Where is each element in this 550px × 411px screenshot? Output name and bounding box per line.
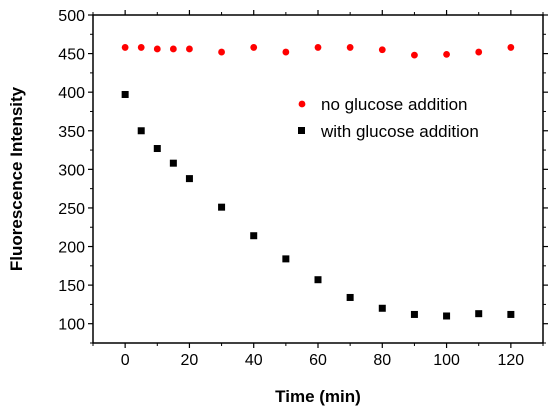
x-axis-title: Time (min)	[275, 387, 361, 406]
data-point	[410, 310, 418, 318]
data-point	[186, 45, 193, 53]
data-point	[475, 310, 483, 318]
data-point	[153, 145, 161, 153]
x-tick-label: 0	[121, 352, 130, 369]
y-tick-label: 350	[58, 124, 85, 141]
y-tick-label: 400	[58, 85, 85, 102]
data-point	[378, 304, 386, 312]
data-point	[443, 312, 451, 320]
data-point	[314, 44, 322, 51]
y-tick-label: 500	[58, 8, 85, 25]
x-tick-label: 40	[245, 352, 263, 369]
y-tick-label: 300	[58, 162, 85, 179]
data-point	[346, 44, 354, 51]
data-point	[250, 232, 258, 240]
data-point	[282, 48, 290, 56]
x-tick-label: 80	[373, 352, 391, 369]
y-axis-title: Fluorescence Intensity	[7, 86, 26, 271]
data-point	[121, 44, 129, 51]
axes: 0 20 40 60 80 100 120 100 150 200 250 300 350 400 450 5…	[58, 8, 548, 369]
x-tick-label: 100	[433, 352, 460, 369]
x-tick-label: 60	[309, 352, 327, 369]
legend-label-with-glucose: with glucose addition	[320, 122, 479, 141]
y-tick-label: 450	[58, 47, 85, 64]
data-series	[121, 44, 515, 320]
data-point	[346, 293, 354, 301]
data-point	[153, 45, 161, 53]
data-point	[250, 44, 258, 51]
plot-frame	[92, 14, 544, 344]
y-tick-label: 200	[58, 240, 85, 257]
y-tick-label: 100	[58, 317, 85, 334]
data-point	[282, 255, 290, 263]
legend-marker-no-glucose	[298, 100, 306, 108]
data-point	[411, 51, 418, 59]
series-with-glucose-addition	[121, 90, 515, 320]
legend-label-no-glucose: no glucose addition	[321, 95, 468, 114]
data-point	[169, 159, 177, 167]
data-point	[137, 44, 145, 51]
legend-marker-with-glucose	[298, 127, 305, 134]
data-point	[121, 90, 129, 98]
data-point	[314, 276, 322, 284]
data-point	[137, 127, 145, 135]
series-no-glucose-addition	[121, 44, 515, 59]
data-point	[218, 203, 226, 211]
data-point	[507, 310, 515, 318]
data-point	[507, 44, 515, 51]
legend: no glucose addition with glucose additio…	[298, 95, 479, 141]
x-tick-label: 120	[498, 352, 525, 369]
x-tick-label: 20	[181, 352, 199, 369]
y-tick-label: 150	[58, 278, 85, 295]
data-point	[378, 46, 386, 54]
data-point	[475, 48, 483, 56]
data-point	[218, 48, 225, 56]
data-point	[185, 175, 193, 183]
data-point	[443, 50, 450, 58]
data-point	[169, 45, 177, 53]
y-tick-label: 250	[58, 201, 85, 218]
